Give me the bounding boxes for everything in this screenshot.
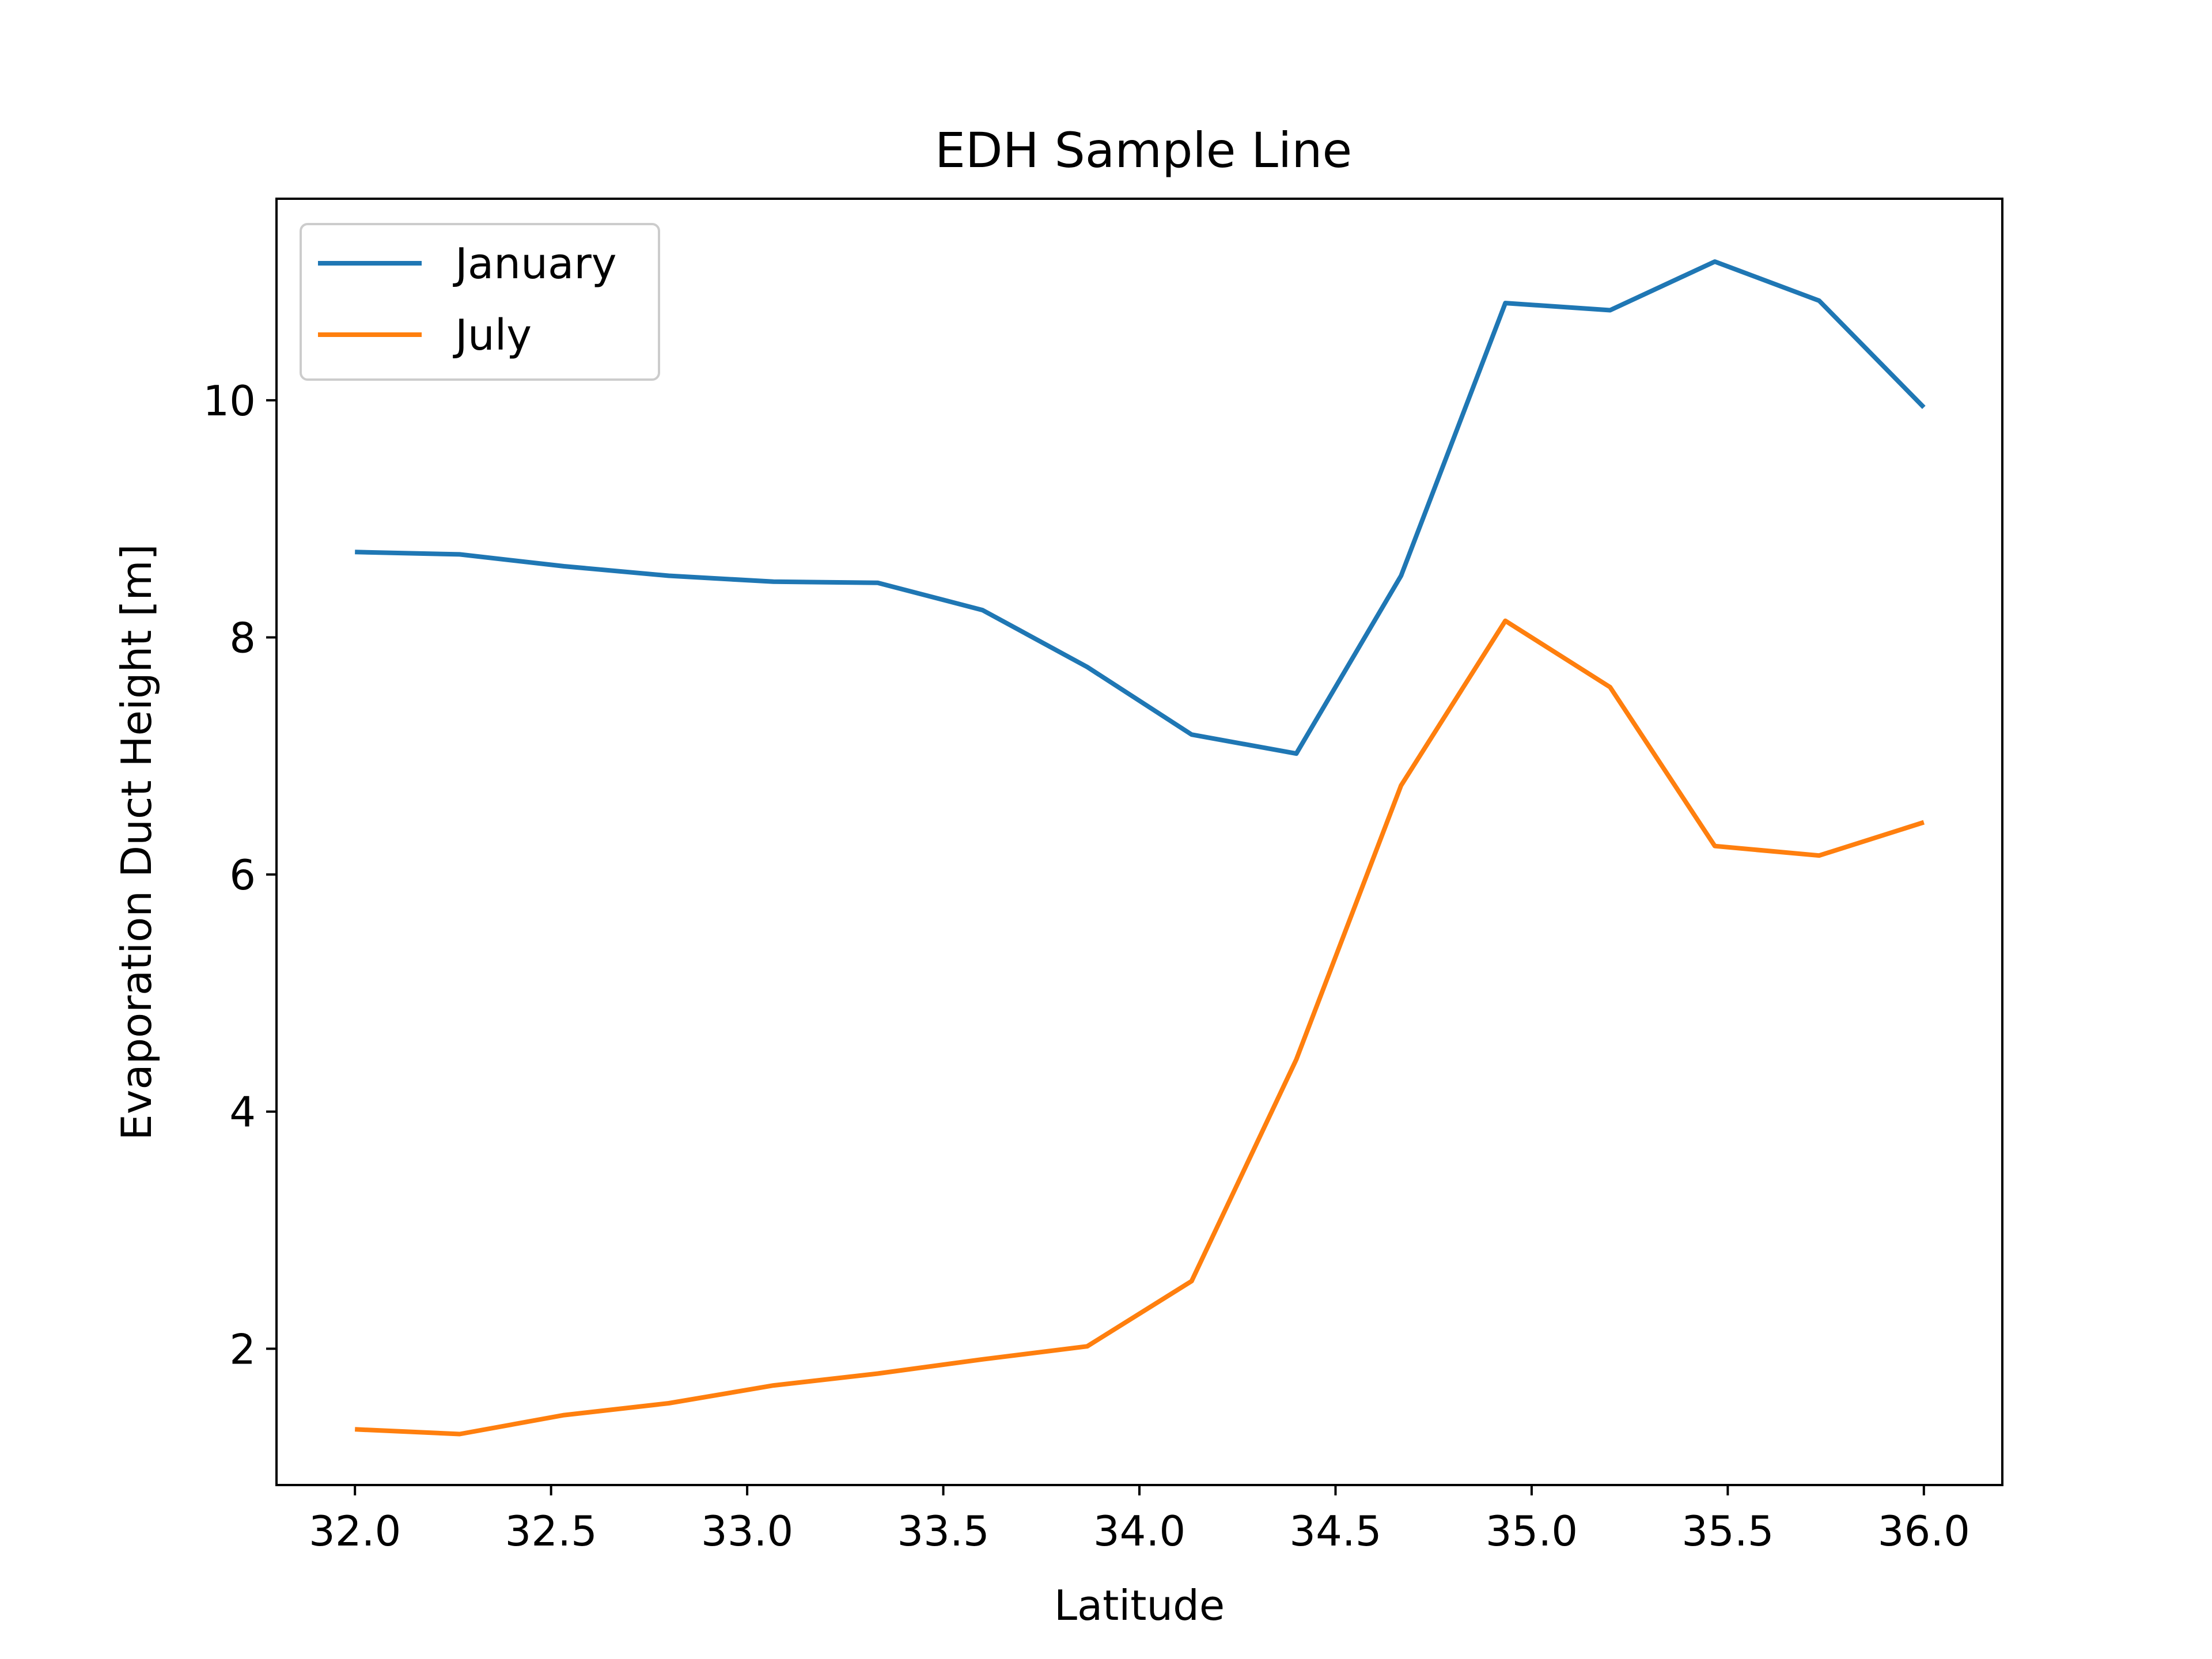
legend-label-january: January	[453, 239, 617, 289]
series-line-january	[355, 259, 1926, 756]
x-tick-label: 32.0	[309, 1507, 401, 1555]
series-line-july	[355, 618, 1925, 1437]
x-axis-ticks: 32.0 32.5 33.0 33.5 34.0 34.5 35.0 35.5 36.0	[309, 1485, 1970, 1555]
x-tick-label: 36.0	[1878, 1507, 1970, 1555]
y-tick-label: 10	[203, 377, 256, 425]
x-tick-label: 34.5	[1289, 1507, 1381, 1555]
x-tick-label: 35.5	[1681, 1507, 1774, 1555]
y-tick-label: 8	[229, 613, 256, 662]
x-tick-label: 34.0	[1093, 1507, 1185, 1555]
x-tick-label: 33.5	[897, 1507, 989, 1555]
chart-title: EDH Sample Line	[935, 122, 1352, 179]
plot-lines	[355, 259, 1926, 1437]
y-tick-label: 4	[229, 1088, 256, 1137]
x-tick-label: 35.0	[1486, 1507, 1578, 1555]
y-tick-label: 2	[229, 1325, 256, 1373]
y-axis-label: Evaporation Duct Height [m]	[112, 544, 161, 1141]
x-tick-label: 32.5	[505, 1507, 597, 1555]
x-axis-label: Latitude	[1054, 1581, 1225, 1630]
legend-label-july: July	[453, 310, 532, 360]
legend: January July	[300, 223, 660, 381]
x-tick-label: 33.0	[701, 1507, 793, 1555]
y-tick-label: 6	[229, 851, 256, 899]
y-axis-ticks: 2 4 6 8 10	[203, 377, 276, 1373]
